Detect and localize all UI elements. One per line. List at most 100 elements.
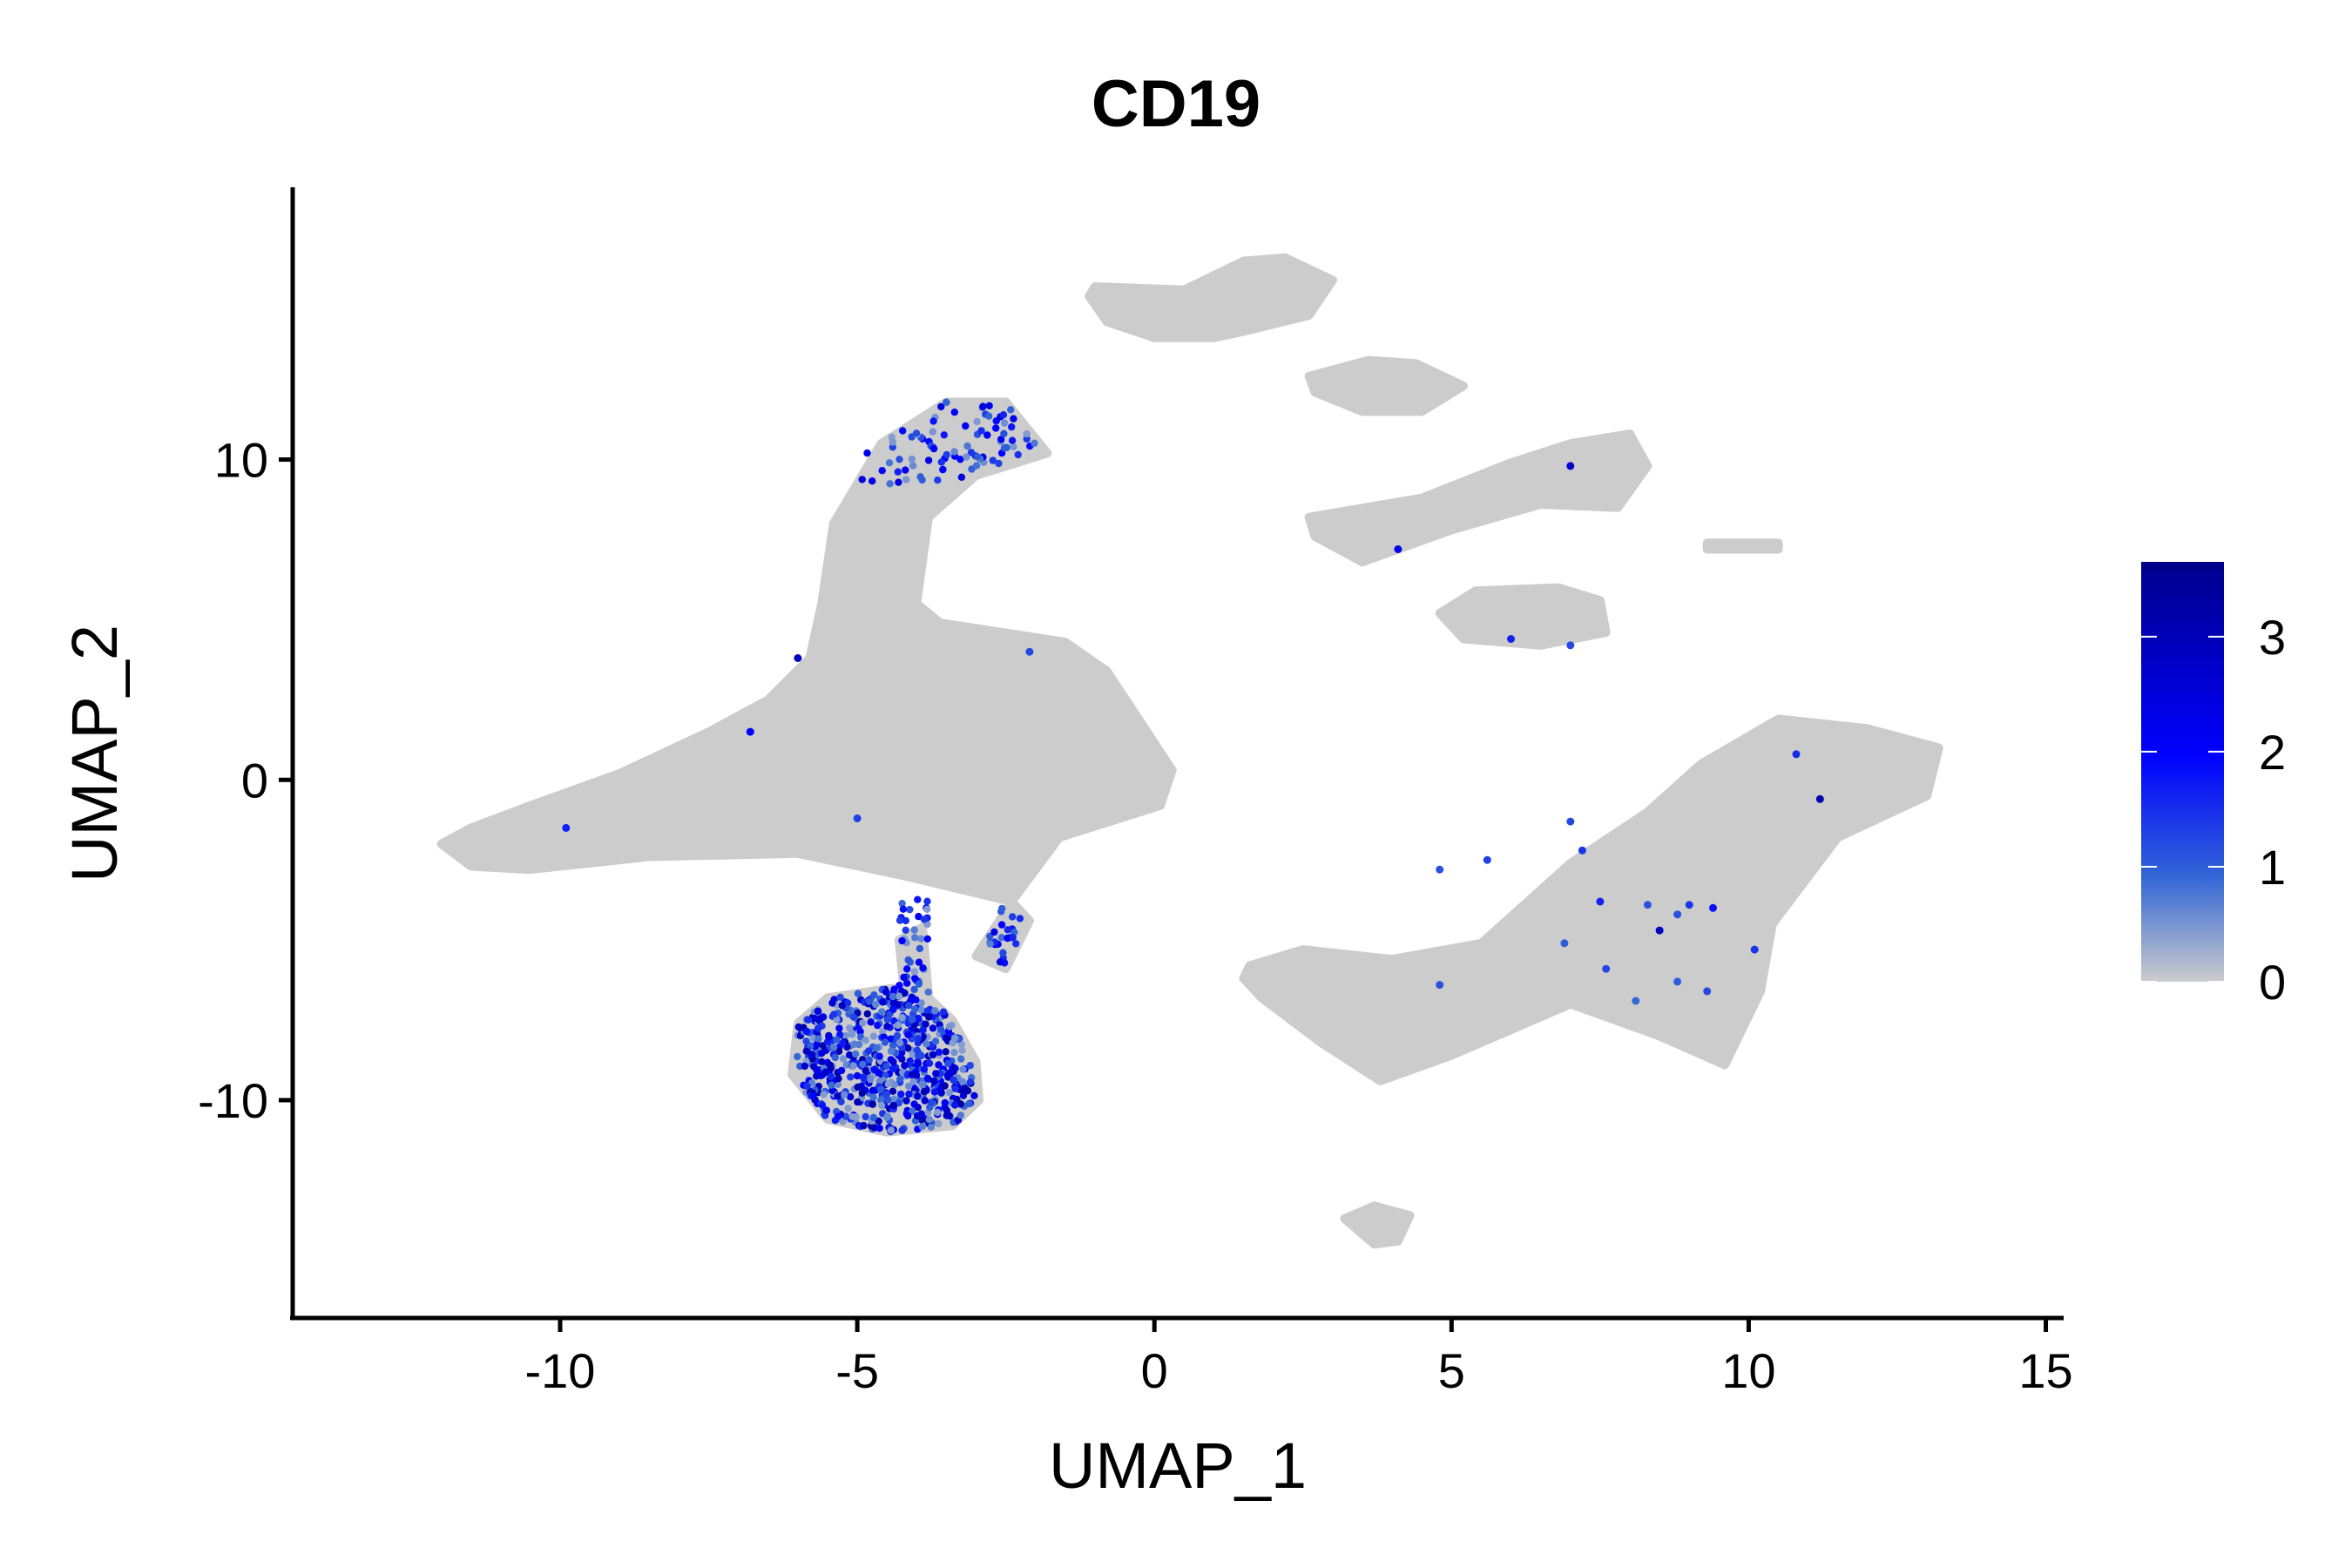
- expression-point-696: [979, 402, 987, 410]
- expression-point-575: [887, 1126, 896, 1134]
- expression-point-559: [927, 1123, 936, 1132]
- expression-point-573: [859, 1019, 867, 1027]
- expression-point-457: [813, 1040, 821, 1048]
- expression-point-581: [818, 1049, 826, 1058]
- expression-point-509: [869, 1113, 877, 1122]
- cell-cluster-6: [1085, 253, 1337, 342]
- expression-point-404: [913, 1046, 922, 1054]
- expression-point-590: [958, 1046, 966, 1055]
- expression-point-707: [1008, 436, 1017, 444]
- chart-title: CD19: [1092, 67, 1260, 141]
- expression-point-674: [902, 476, 910, 483]
- expression-point-282: [935, 1048, 943, 1057]
- expression-point-729: [902, 926, 909, 935]
- expression-point-797: [1703, 987, 1712, 996]
- expression-point-661: [937, 402, 945, 411]
- expression-point-731: [923, 905, 931, 914]
- expression-point-758: [1004, 926, 1012, 934]
- expression-point-261: [903, 1044, 912, 1052]
- expression-point-790: [1643, 901, 1652, 909]
- expression-point-580: [908, 1071, 916, 1079]
- expression-point-747: [902, 916, 910, 925]
- expression-point-499: [910, 1005, 919, 1013]
- expression-point-664: [943, 398, 950, 406]
- expression-point-507: [873, 1044, 882, 1052]
- colorbar-label: 1: [2259, 840, 2286, 895]
- expression-point-553: [956, 1112, 965, 1119]
- expression-point-779: [853, 814, 862, 822]
- expression-point-484: [818, 1058, 826, 1066]
- expression-point-451: [816, 1015, 824, 1023]
- expression-point-770: [1004, 934, 1011, 943]
- expression-point-686: [963, 442, 971, 450]
- colorbar-label: 3: [2259, 610, 2286, 665]
- expression-point-200: [937, 1088, 945, 1097]
- expression-point-463: [825, 1033, 833, 1041]
- expression-point-612: [889, 1101, 897, 1110]
- expression-point-689: [1000, 429, 1008, 437]
- expression-point-389: [956, 1100, 965, 1108]
- expression-point-439: [867, 1018, 875, 1026]
- expression-point-588: [909, 1107, 916, 1116]
- expression-point-669: [1014, 450, 1022, 459]
- expression-point-536: [914, 1035, 922, 1043]
- expression-point-759: [997, 934, 1006, 942]
- expression-point-336: [835, 1024, 843, 1032]
- expression-point-455: [878, 1008, 886, 1016]
- expression-point-766: [1012, 940, 1020, 948]
- expression-point-238: [910, 1100, 918, 1108]
- expression-point-786: [1436, 865, 1444, 874]
- expression-point-776: [794, 654, 802, 662]
- expression-point-663: [894, 468, 902, 476]
- expression-point-774: [997, 921, 1006, 929]
- expression-point-272: [869, 1032, 878, 1040]
- expression-point-752: [1009, 913, 1017, 921]
- expression-point-435: [898, 1126, 906, 1134]
- expression-point-635: [1023, 435, 1031, 443]
- expression-point-620: [810, 1063, 818, 1071]
- expression-point-658: [1007, 406, 1015, 414]
- expression-point-736: [906, 905, 914, 914]
- expression-point-495: [889, 1005, 897, 1013]
- expression-point-735: [923, 897, 931, 905]
- expression-point-743: [920, 916, 929, 923]
- expression-point-402: [865, 1047, 873, 1055]
- expression-point-406: [936, 1025, 945, 1034]
- expression-point-624: [973, 417, 981, 426]
- expression-point-571: [841, 1091, 848, 1098]
- expression-point-716: [917, 935, 925, 943]
- expression-point-488: [884, 1096, 892, 1104]
- expression-point-690: [896, 456, 903, 463]
- expression-point-691: [1031, 439, 1038, 447]
- expression-point-746: [923, 935, 932, 943]
- expression-point-472: [889, 1087, 897, 1095]
- expression-point-356: [933, 1108, 942, 1117]
- expression-point-453: [950, 1076, 957, 1085]
- expression-point-80: [904, 1082, 913, 1091]
- expression-point-492: [965, 1100, 973, 1108]
- expression-point-796: [1792, 750, 1801, 759]
- expression-point-648: [992, 424, 1000, 432]
- expression-point-577: [836, 993, 844, 1002]
- expression-point-604: [904, 1112, 912, 1120]
- expression-point-448: [901, 989, 909, 997]
- expression-point-630: [1000, 419, 1009, 427]
- expression-point-782: [1394, 545, 1402, 553]
- y-axis-title: UMAP_2: [58, 625, 131, 882]
- expression-point-469: [941, 1082, 949, 1090]
- expression-point-274: [875, 1125, 883, 1132]
- expression-point-156: [902, 1097, 910, 1105]
- expression-point-398: [849, 1062, 857, 1070]
- expression-point-802: [1560, 939, 1569, 948]
- expression-point-801: [1602, 964, 1611, 973]
- expression-point-312: [896, 1075, 904, 1083]
- expression-point-677: [983, 431, 991, 439]
- expression-point-599: [834, 1112, 842, 1120]
- expression-point-642: [985, 412, 993, 420]
- y-tick-label: 10: [214, 433, 268, 488]
- expression-point-605: [890, 1081, 898, 1089]
- expression-point-783: [1507, 635, 1515, 643]
- expression-point-750: [899, 905, 908, 913]
- colorbar-label: 2: [2259, 725, 2286, 780]
- expression-point-280: [854, 1098, 862, 1106]
